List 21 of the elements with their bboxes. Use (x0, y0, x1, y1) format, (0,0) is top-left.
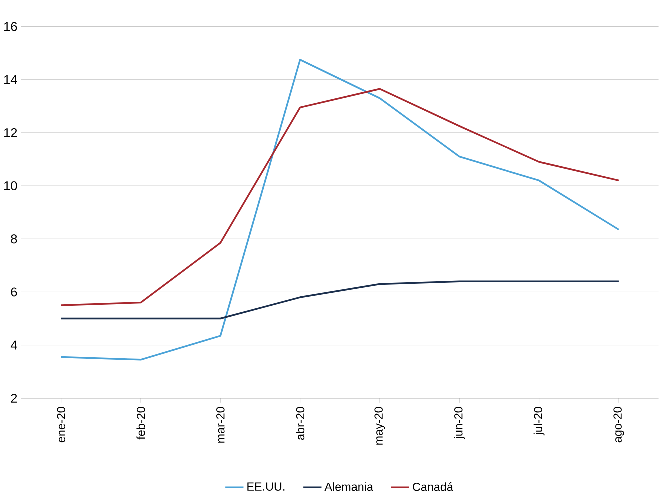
y-tick-label: 12 (4, 128, 18, 138)
legend-label: Alemania (324, 482, 374, 492)
x-tick-label: mar-20 (216, 407, 225, 443)
y-tick-label: 16 (4, 22, 18, 32)
x-tick-label: feb-20 (136, 407, 146, 440)
y-tick-label: 14 (4, 75, 18, 84)
x-tick-label: ago-20 (614, 407, 624, 443)
x-tick-label: jun-20 (454, 407, 466, 440)
legend-label: EE.UU. (248, 482, 285, 491)
y-tick-label: 2 (11, 394, 18, 403)
x-tick-label: may-20 (374, 407, 386, 445)
y-tick-label: 4 (10, 340, 18, 350)
x-tick-label: ene-20 (57, 407, 66, 443)
line-series (60, 88, 620, 306)
y-tick-label: 8 (11, 234, 18, 244)
x-tick-label: jul-20 (534, 407, 545, 436)
y-tick-label: 10 (4, 182, 18, 191)
x-tick-label: abr-20 (296, 407, 305, 440)
y-tick-label: 6 (11, 288, 18, 297)
line-series (60, 59, 620, 361)
legend-label: Canadá (413, 482, 454, 492)
